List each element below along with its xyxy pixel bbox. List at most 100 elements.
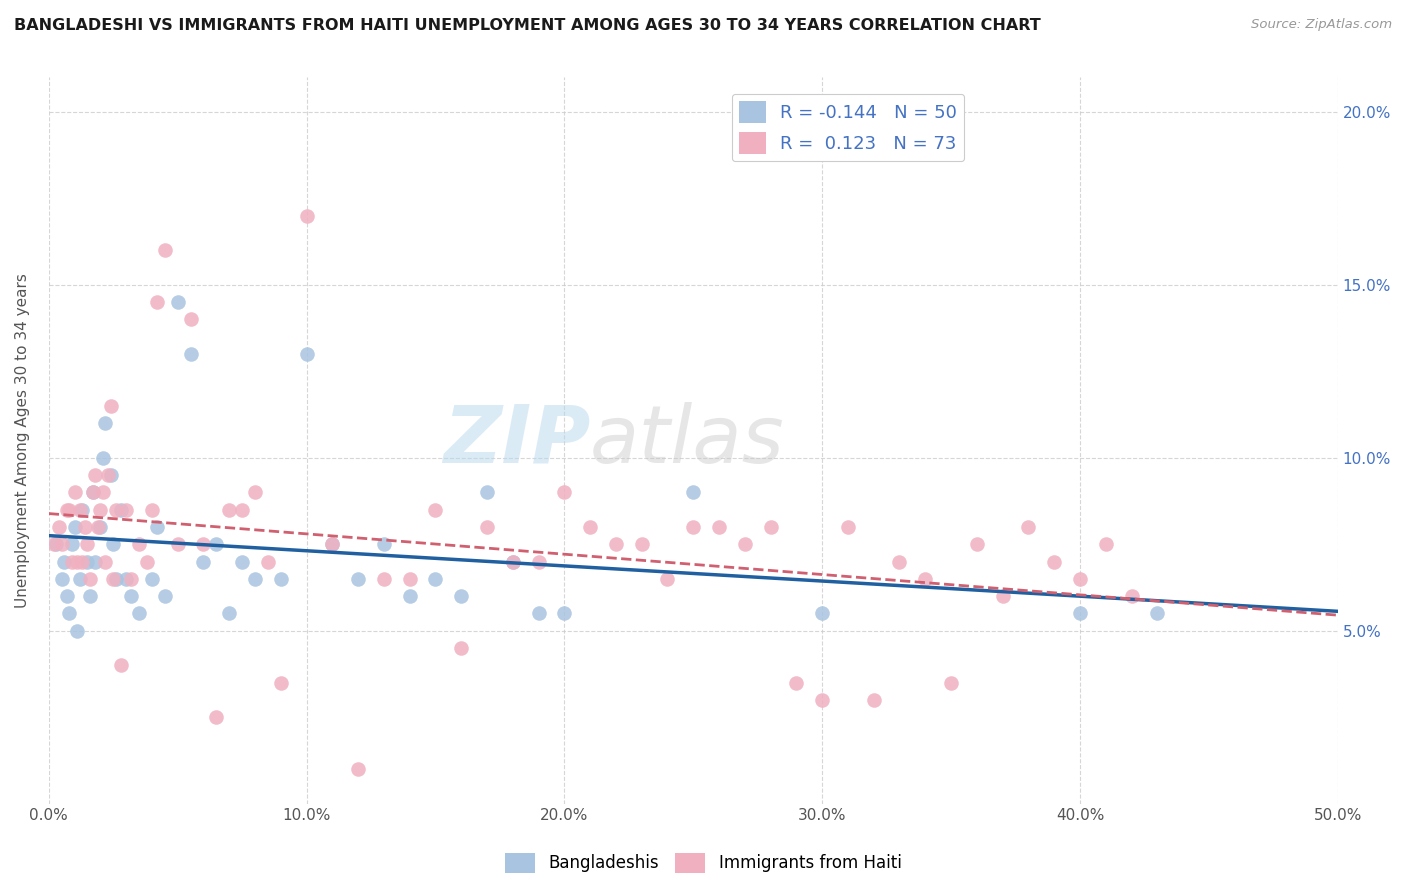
Point [707,520,730,534]
Point [87,520,110,534]
Point [205,537,228,551]
Point [837,520,859,534]
Point [347,762,370,776]
Point [785,675,807,690]
Point [295,209,318,223]
Point [97,468,120,483]
Point [60,555,83,569]
Y-axis label: Unemployment Among Ages 30 to 34 years: Unemployment Among Ages 30 to 34 years [15,273,30,608]
Point [321,537,343,551]
Point [128,537,150,551]
Point [218,607,240,621]
Point [475,520,498,534]
Point [104,572,127,586]
Point [180,347,202,361]
Point [398,589,420,603]
Point [1146,607,1168,621]
Point [115,502,138,516]
Point [103,537,125,551]
Point [734,537,756,551]
Point [53,555,76,569]
Point [811,607,834,621]
Point [1094,537,1116,551]
Point [120,589,142,603]
Point [141,572,163,586]
Point [79,572,101,586]
Point [63,485,86,500]
Point [180,312,202,326]
Point [60,537,83,551]
Point [166,537,188,551]
Point [527,607,550,621]
Point [1043,555,1066,569]
Point [295,347,318,361]
Point [270,572,292,586]
Point [84,555,107,569]
Point [51,537,73,551]
Point [91,485,114,500]
Point [862,693,884,707]
Point [58,607,80,621]
Point [48,520,70,534]
Point [502,555,524,569]
Point [89,502,111,516]
Point [72,502,94,516]
Point [1017,520,1039,534]
Point [257,555,280,569]
Point [811,693,834,707]
Point [110,658,132,673]
Point [321,537,343,551]
Point [231,502,253,516]
Point [553,607,575,621]
Point [45,537,67,551]
Text: Source: ZipAtlas.com: Source: ZipAtlas.com [1251,18,1392,31]
Legend: Bangladeshis, Immigrants from Haiti: Bangladeshis, Immigrants from Haiti [498,847,908,880]
Point [759,520,782,534]
Point [889,555,911,569]
Point [373,537,395,551]
Point [475,485,498,500]
Text: BANGLADESHI VS IMMIGRANTS FROM HAITI UNEMPLOYMENT AMONG AGES 30 TO 34 YEARS CORR: BANGLADESHI VS IMMIGRANTS FROM HAITI UNE… [14,18,1040,33]
Point [66,624,89,638]
Point [79,589,101,603]
Point [682,485,704,500]
Point [146,520,169,534]
Point [128,607,150,621]
Point [42,537,65,551]
Point [58,502,80,516]
Point [914,572,936,586]
Point [243,572,266,586]
Point [425,502,447,516]
Point [450,640,472,655]
Point [231,555,253,569]
Point [657,572,679,586]
Point [1121,589,1143,603]
Point [193,555,215,569]
Point [146,295,169,310]
Point [72,555,94,569]
Point [51,572,73,586]
Point [425,572,447,586]
Point [110,502,132,516]
Point [450,589,472,603]
Point [66,555,89,569]
Point [527,555,550,569]
Point [502,555,524,569]
Point [100,468,122,483]
Point [1069,607,1091,621]
Point [89,520,111,534]
Point [76,537,98,551]
Point [56,502,79,516]
Point [120,572,142,586]
Point [193,537,215,551]
Point [153,589,176,603]
Text: ZIP: ZIP [443,401,591,480]
Point [347,572,370,586]
Point [939,675,962,690]
Point [69,572,91,586]
Point [135,555,157,569]
Point [153,244,176,258]
Point [553,485,575,500]
Point [56,589,79,603]
Point [63,520,86,534]
